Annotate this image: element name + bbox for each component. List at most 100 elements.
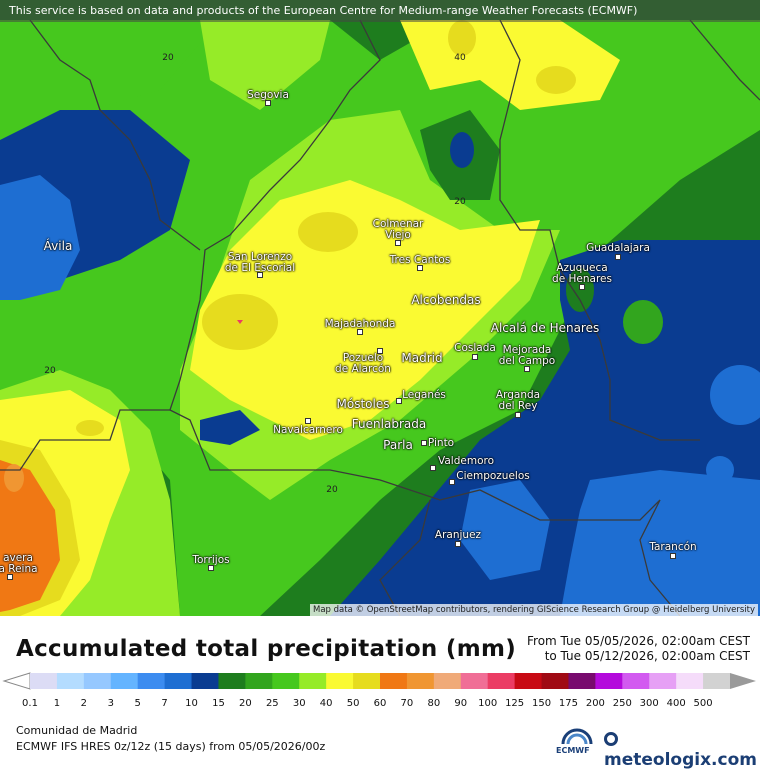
legend-arrow-left: [2, 672, 31, 690]
contour-label: 20: [454, 197, 466, 207]
precipitation-map: [0, 0, 760, 616]
legend-tick-label: 10: [185, 698, 198, 708]
city-segovia: Segovia: [247, 89, 289, 101]
legend-arrow-right: [730, 673, 756, 689]
city-mejorada: Mejorada del Campo: [498, 344, 556, 367]
legend-swatch: [299, 673, 327, 689]
city-madrid: Madrid: [401, 351, 443, 365]
city-pozuelo: Pozuelo de Alarcón: [335, 352, 391, 375]
city-marker: [377, 348, 383, 354]
city-marker: [417, 265, 423, 271]
city-san-lorenzo: San Lorenzo de El Escorial: [224, 251, 296, 274]
city-coslada: Coslada: [454, 342, 496, 354]
legend-tick-label: 200: [586, 698, 605, 708]
city-tarancon: Tarancón: [649, 541, 697, 553]
city-marker: [449, 479, 455, 485]
meteologix-brand: meteologix.com: [604, 730, 760, 770]
city-marker: [472, 354, 478, 360]
city-marker: [455, 541, 461, 547]
precipitation-legend: 0.1 1 2 3 5 7 10 15 20 25 30 40 50 60 70 80 90 100 125 150 1…: [2, 672, 756, 708]
city-marker: [430, 465, 436, 471]
forecast-period: From Tue 05/05/2026, 02:00am CEST to Tue…: [527, 634, 750, 664]
city-talavera: avera a Reina: [0, 552, 38, 575]
legend-swatch: [514, 673, 543, 689]
legend-swatch: [433, 673, 462, 689]
legend-swatch: [272, 673, 300, 689]
legend-tick-label: 80: [427, 698, 440, 708]
legend-tick-label: 300: [640, 698, 659, 708]
city-majadahonda: Majadahonda: [324, 318, 396, 330]
legend-tick-label: 125: [505, 698, 524, 708]
legend-swatch: [326, 673, 354, 689]
legend-tick-label: 175: [559, 698, 578, 708]
legend-swatch: [218, 673, 246, 689]
legend-swatch: [110, 673, 139, 689]
city-marker: [579, 284, 585, 290]
city-avila: Ávila: [43, 239, 73, 253]
legend-tick-label: 0.1: [22, 698, 38, 708]
city-leganes: Leganés: [402, 389, 446, 401]
city-parla: Parla: [383, 438, 413, 452]
city-alcala: Alcalá de Henares: [490, 321, 600, 335]
legend-swatch: [164, 673, 193, 689]
city-tres-cantos: Tres Cantos: [389, 254, 451, 266]
legend-swatch: [56, 673, 85, 689]
legend-tick-label: 15: [212, 698, 225, 708]
legend-tick-label: 7: [161, 698, 167, 708]
legend-tick-label: 60: [374, 698, 387, 708]
ecmwf-attribution: This service is based on data and produc…: [0, 0, 760, 22]
period-to: to Tue 05/12/2026, 02:00am CEST: [544, 649, 750, 663]
legend-tick-label: 3: [108, 698, 114, 708]
map-title: Accumulated total precipitation (mm): [16, 636, 517, 662]
legend-tick-label: 5: [135, 698, 141, 708]
city-marker: [670, 553, 676, 559]
city-valdemoro: Valdemoro: [437, 455, 495, 467]
legend-swatch: [703, 673, 731, 689]
legend-tick-label: 500: [694, 698, 713, 708]
map-data-attribution: Map data © OpenStreetMap contributors, r…: [310, 604, 758, 616]
contour-label: 20: [44, 366, 56, 376]
legend-swatch: [380, 673, 408, 689]
contour-label: 40: [454, 53, 466, 63]
legend-swatch: [245, 673, 273, 689]
legend-tick-label: 90: [454, 698, 467, 708]
city-arganda: Arganda del Rey: [495, 389, 541, 412]
city-mostoles: Móstoles: [336, 397, 390, 411]
legend-tick-label: 20: [239, 698, 252, 708]
legend-tick-label: 70: [401, 698, 414, 708]
city-marker: [515, 412, 521, 418]
city-colmenar-viejo: Colmenar Viejo: [372, 218, 424, 241]
legend-tick-label: 2: [81, 698, 87, 708]
city-marker: [305, 418, 311, 424]
model-info: ECMWF IFS HRES 0z/12z (15 days) from 05/…: [16, 740, 326, 753]
ecmwf-logo-icon: [561, 728, 593, 745]
legend-tick-label: 150: [532, 698, 551, 708]
city-marker: [7, 574, 13, 580]
city-marker: [208, 565, 214, 571]
legend-swatch: [541, 673, 569, 689]
city-navalcarnero: Navalcarnero: [273, 424, 343, 436]
city-marker: [357, 329, 363, 335]
legend-tick-label: 100: [478, 698, 497, 708]
city-fuenlabrada: Fuenlabrada: [351, 417, 427, 431]
legend-tick-label: 1: [54, 698, 60, 708]
city-marker: [396, 398, 402, 404]
contour-label: 20: [326, 485, 338, 495]
legend-swatch: [622, 673, 650, 689]
legend-swatch: [649, 673, 677, 689]
legend-tick-label: 50: [347, 698, 360, 708]
city-marker: [524, 366, 530, 372]
city-marker: [265, 100, 271, 106]
legend-swatch: [83, 673, 112, 689]
ecmwf-label: ECMWF: [556, 746, 590, 755]
contour-label: 20: [162, 53, 174, 63]
city-torrijos: Torrijos: [192, 554, 230, 566]
city-azuqueca: Azuqueca de Henares: [552, 262, 612, 285]
legend-tick-label: 400: [667, 698, 686, 708]
legend-swatch: [676, 673, 704, 689]
legend-swatch: [137, 673, 166, 689]
legend-swatch: [568, 673, 596, 689]
legend-swatch: [191, 673, 219, 689]
brand-name: meteologix.com: [604, 750, 757, 770]
legend-swatch: [30, 673, 58, 689]
